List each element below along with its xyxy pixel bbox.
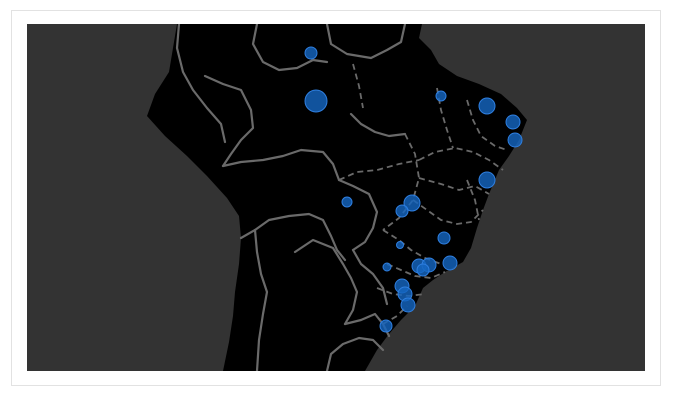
map-viewport[interactable] <box>27 24 645 371</box>
map-marker[interactable] <box>478 97 496 115</box>
map-marker[interactable] <box>437 231 451 245</box>
map-marker[interactable] <box>505 114 521 130</box>
map-marker[interactable] <box>396 241 404 249</box>
map-marker[interactable] <box>341 196 353 208</box>
island <box>289 326 301 336</box>
map-marker[interactable] <box>382 262 392 272</box>
south-america-landmass <box>147 24 527 371</box>
map-marker[interactable] <box>442 255 458 271</box>
marker-layer <box>304 46 523 333</box>
map-marker[interactable] <box>478 171 496 189</box>
map-canvas[interactable] <box>27 24 645 371</box>
map-marker[interactable] <box>403 194 421 212</box>
map-marker[interactable] <box>395 204 409 218</box>
map-marker[interactable] <box>304 46 318 60</box>
map-marker[interactable] <box>416 263 430 277</box>
map-marker[interactable] <box>304 89 328 113</box>
map-marker[interactable] <box>435 90 447 102</box>
country-borders <box>175 24 407 371</box>
map-marker[interactable] <box>507 132 523 148</box>
map-marker[interactable] <box>379 319 393 333</box>
map-marker[interactable] <box>400 297 416 313</box>
